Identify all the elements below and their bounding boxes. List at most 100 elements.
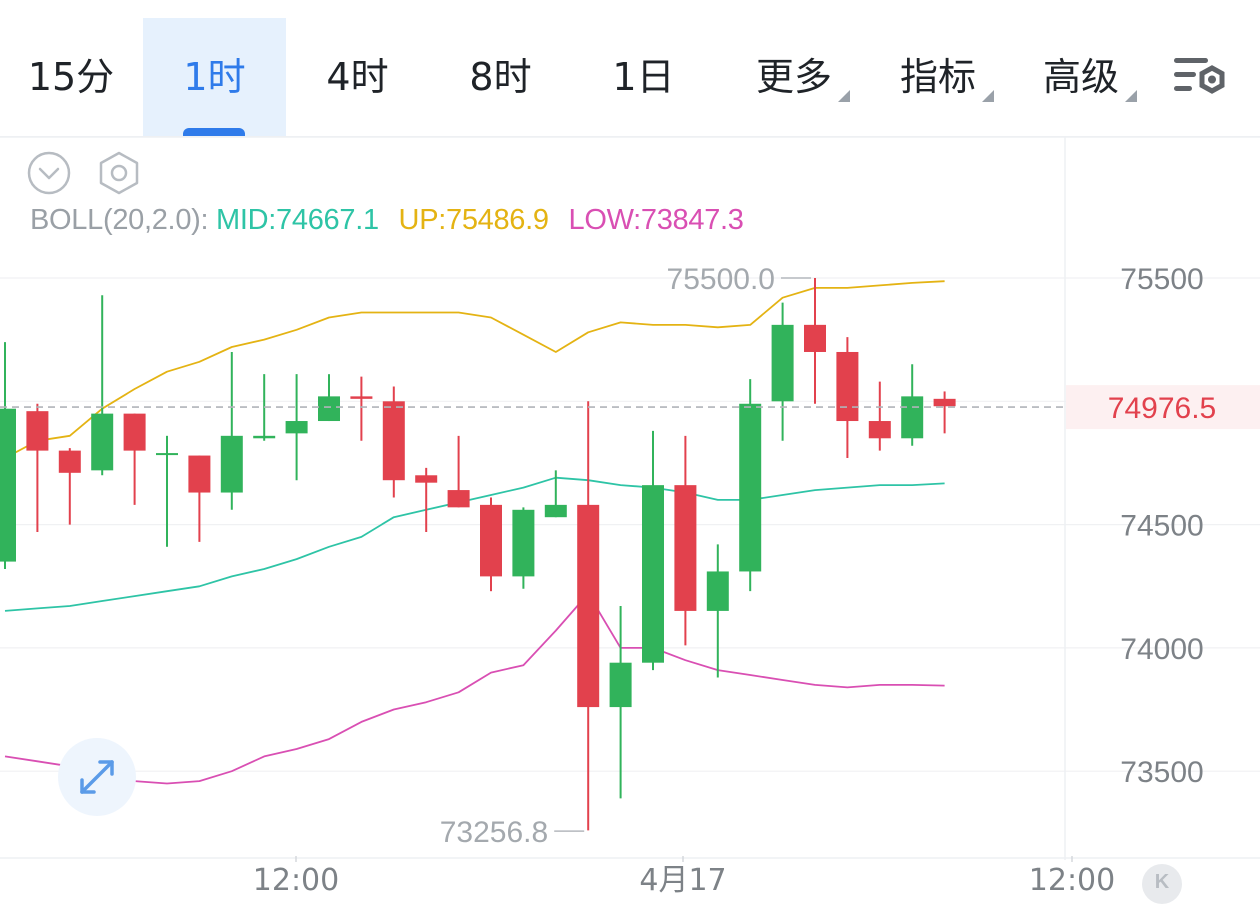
tab-label: 15分 <box>27 54 115 99</box>
candle-body <box>642 485 664 663</box>
candle-body <box>318 396 340 422</box>
dropdown-triangle-icon <box>838 90 850 102</box>
candle <box>382 386 405 498</box>
chart-grid <box>0 136 1260 860</box>
candle <box>577 401 600 831</box>
candle-body <box>91 413 114 471</box>
tab-label: 8时 <box>469 54 532 99</box>
boll-up-line <box>4 280 945 459</box>
y-tick-label: 73500 <box>1120 756 1203 789</box>
candle <box>91 295 114 476</box>
candle-body <box>512 509 535 577</box>
tab-label: 1时 <box>183 54 246 99</box>
candle-body <box>771 324 794 402</box>
dropdown-triangle-icon <box>982 90 994 102</box>
candle <box>868 381 891 451</box>
candle <box>804 278 826 404</box>
candle <box>156 435 178 547</box>
boll-up-value: UP:75486.9 <box>398 204 549 236</box>
candle <box>447 435 470 508</box>
candle <box>285 374 308 481</box>
boll-mid-value: MID:74667.1 <box>216 204 379 236</box>
candle-body <box>544 504 567 518</box>
candle <box>739 379 762 592</box>
tab-indicators-dropdown[interactable]: 指标 <box>882 18 994 136</box>
candle <box>609 605 632 799</box>
low-price-label: 73256.8 <box>440 816 548 849</box>
k-badge-icon[interactable]: K <box>1142 864 1182 904</box>
candle-body <box>188 455 211 493</box>
annotations: 74976.5 75500.0 73256.8 <box>0 263 1260 849</box>
x-tick-label: 12:00 <box>1029 863 1115 896</box>
candle-body <box>706 571 729 611</box>
candle <box>0 342 16 569</box>
candle <box>318 374 340 422</box>
y-tick-label: 74500 <box>1120 510 1203 543</box>
expand-arrows-icon <box>80 760 114 794</box>
candle <box>123 413 146 505</box>
tab-label: 指标 <box>899 54 976 99</box>
candle-body <box>285 421 308 434</box>
candle-body <box>382 401 405 481</box>
tab-15min[interactable]: 15分 <box>0 18 142 136</box>
axes: 75500 74500 74000 73500 12:00 4月17 12:00 <box>253 263 1204 896</box>
candle <box>836 337 859 459</box>
k-badge-label: K <box>1154 871 1170 893</box>
tab-label: 高级 <box>1042 54 1119 99</box>
active-tab-indicator <box>183 128 245 136</box>
boll-label: BOLL(20,2.0): <box>30 204 209 236</box>
candle-body <box>480 504 502 577</box>
candle <box>58 448 81 525</box>
candle <box>706 544 729 678</box>
candle-body <box>674 485 697 611</box>
candle-body <box>868 421 891 439</box>
candle-body <box>350 396 373 399</box>
candle <box>933 391 956 434</box>
boll-low-value: LOW:73847.3 <box>568 204 744 236</box>
candle <box>415 467 438 532</box>
candle <box>512 507 535 589</box>
candle <box>26 403 49 532</box>
expand-chart-button[interactable] <box>58 738 136 816</box>
candle-body <box>901 396 924 439</box>
boll-mid-line <box>4 476 945 612</box>
candle-body <box>123 413 146 451</box>
candle-body <box>0 408 16 562</box>
x-tick-label: 4月17 <box>639 863 726 896</box>
boll-indicator-legend: BOLL(20,2.0): MID:74667.1 UP:75486.9 LOW… <box>30 204 744 237</box>
tab-label: 更多 <box>755 54 832 99</box>
candle-body <box>253 435 276 439</box>
candle <box>220 351 243 510</box>
tab-advanced-dropdown[interactable]: 高级 <box>1025 18 1137 136</box>
current-price-label: 74976.5 <box>1108 392 1216 425</box>
candle-body <box>836 351 859 422</box>
boll-low-line <box>4 592 945 785</box>
candle-body <box>156 453 178 456</box>
timeframe-tab-bar: 15分 1时 4时 8时 1日 更多 指标 高级 <box>0 0 1260 137</box>
tab-more-dropdown[interactable]: 更多 <box>738 18 850 136</box>
candle <box>674 435 697 646</box>
y-tick-label: 75500 <box>1120 263 1203 296</box>
candle <box>350 376 373 441</box>
candle <box>642 430 664 671</box>
current-price-badge <box>1066 385 1260 430</box>
dropdown-triangle-icon <box>1125 90 1137 102</box>
chart-settings-icon[interactable] <box>1170 52 1232 102</box>
tab-label: 4时 <box>326 54 389 99</box>
candle-body <box>58 450 81 473</box>
candle-body <box>447 490 470 508</box>
candle <box>771 302 794 441</box>
candle-body <box>26 411 49 451</box>
tab-label: 1日 <box>612 54 675 99</box>
y-tick-label: 74000 <box>1120 633 1203 666</box>
tab-8hour[interactable]: 8时 <box>429 18 572 136</box>
tab-1hour[interactable]: 1时 <box>143 18 286 136</box>
candle-body <box>933 398 956 407</box>
candle <box>901 364 924 446</box>
tab-4hour[interactable]: 4时 <box>286 18 429 136</box>
collapse-chevron-icon[interactable] <box>26 150 72 196</box>
candles <box>0 278 956 831</box>
hexagon-settings-icon[interactable] <box>96 150 142 196</box>
tab-1day[interactable]: 1日 <box>572 18 715 136</box>
